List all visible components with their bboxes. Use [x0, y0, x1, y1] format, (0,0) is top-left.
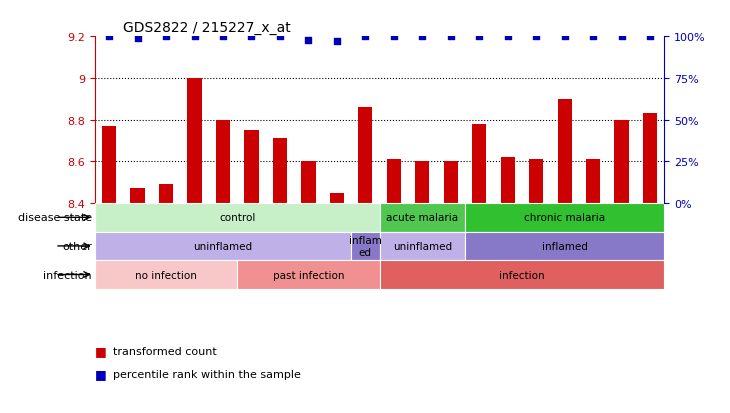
- Bar: [237, 261, 380, 289]
- Point: [360, 34, 372, 40]
- Bar: [216, 120, 230, 204]
- Bar: [529, 160, 543, 204]
- Point: [132, 36, 144, 42]
- Point: [274, 34, 286, 40]
- Bar: [472, 124, 486, 204]
- Bar: [380, 232, 465, 261]
- Text: inflamed: inflamed: [542, 241, 588, 251]
- Bar: [586, 160, 600, 204]
- Point: [445, 34, 457, 40]
- Point: [645, 34, 656, 40]
- Bar: [380, 261, 664, 289]
- Point: [530, 34, 542, 40]
- Bar: [351, 232, 380, 261]
- Bar: [95, 204, 380, 232]
- Point: [616, 34, 628, 40]
- Bar: [102, 127, 116, 204]
- Bar: [95, 232, 351, 261]
- Text: transformed count: transformed count: [113, 346, 217, 356]
- Bar: [380, 204, 465, 232]
- Bar: [188, 79, 201, 204]
- Point: [559, 34, 571, 40]
- Point: [303, 37, 315, 44]
- Text: inflam
ed: inflam ed: [349, 235, 382, 257]
- Bar: [330, 193, 344, 204]
- Bar: [159, 185, 173, 204]
- Text: percentile rank within the sample: percentile rank within the sample: [113, 369, 301, 379]
- Point: [588, 34, 599, 40]
- Bar: [273, 139, 287, 204]
- Bar: [95, 261, 237, 289]
- Text: infection: infection: [499, 270, 545, 280]
- Point: [388, 34, 400, 40]
- Point: [331, 39, 343, 45]
- Point: [188, 34, 200, 40]
- Text: GDS2822 / 215227_x_at: GDS2822 / 215227_x_at: [123, 21, 291, 35]
- Bar: [643, 114, 657, 204]
- Text: no infection: no infection: [135, 270, 197, 280]
- Point: [104, 34, 115, 40]
- Text: uninflamed: uninflamed: [193, 241, 253, 251]
- Bar: [465, 232, 664, 261]
- Bar: [444, 162, 458, 204]
- Bar: [387, 160, 401, 204]
- Text: acute malaria: acute malaria: [386, 213, 458, 223]
- Text: chronic malaria: chronic malaria: [524, 213, 605, 223]
- Point: [161, 34, 172, 40]
- Point: [245, 34, 258, 40]
- Text: infection: infection: [43, 270, 92, 280]
- Bar: [558, 100, 572, 204]
- Point: [474, 34, 485, 40]
- Text: other: other: [62, 241, 92, 251]
- Text: control: control: [219, 213, 256, 223]
- Bar: [465, 204, 664, 232]
- Bar: [615, 120, 629, 204]
- Bar: [301, 162, 315, 204]
- Text: disease state: disease state: [18, 213, 92, 223]
- Point: [502, 34, 514, 40]
- Point: [417, 34, 429, 40]
- Bar: [501, 158, 515, 204]
- Point: [218, 34, 229, 40]
- Text: ■: ■: [95, 367, 107, 380]
- Text: uninflamed: uninflamed: [393, 241, 452, 251]
- Bar: [358, 108, 372, 204]
- Text: ■: ■: [95, 344, 107, 358]
- Bar: [245, 131, 258, 204]
- Text: past infection: past infection: [273, 270, 344, 280]
- Bar: [131, 189, 145, 204]
- Bar: [415, 162, 429, 204]
